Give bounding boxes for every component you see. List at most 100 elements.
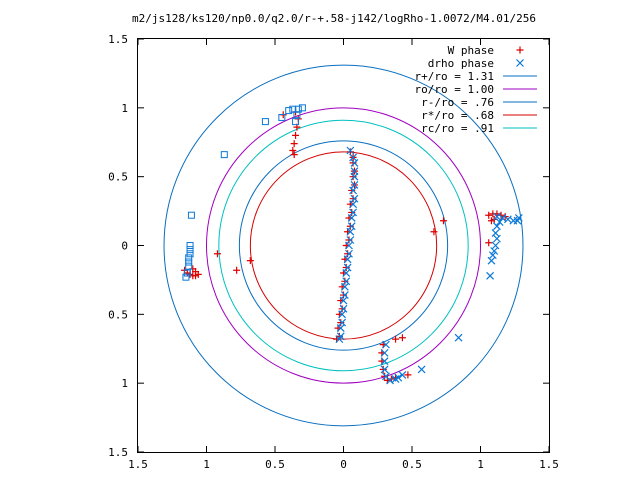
circle-rc/ro = .91 — [218, 119, 469, 372]
marker-point — [292, 118, 300, 126]
W phase-point — [348, 208, 356, 216]
marker-point — [187, 211, 195, 219]
W phase-point — [290, 140, 298, 148]
x-tick-labels: 1.5 1 0.5 0 0.5 1 1.5 — [128, 458, 559, 471]
legend-label: drho phase — [428, 57, 494, 70]
x-tick-label: 0.5 — [265, 458, 285, 471]
marker-point — [185, 254, 193, 262]
drho phase-point — [347, 222, 356, 231]
axis-ticks — [137, 38, 550, 453]
marker-point — [278, 113, 286, 121]
drho phase-point — [382, 340, 390, 349]
legend-label: rc/ro = .91 — [421, 122, 494, 135]
W phase-point — [440, 217, 448, 225]
legend-marker — [516, 59, 524, 67]
legend-label: r+/ro = 1.31 — [415, 70, 494, 83]
legend-label: W phase — [448, 44, 494, 57]
drho phase-point — [343, 263, 352, 272]
W phase-point — [485, 239, 493, 247]
marker-point — [289, 105, 297, 113]
drho phase-point — [514, 214, 523, 222]
drho phase-point — [417, 365, 426, 374]
drho phase-point — [454, 333, 463, 342]
drho phase-point — [336, 332, 345, 341]
reference-circles — [163, 64, 524, 427]
y-tick-label: 1.5 — [108, 446, 128, 459]
marker-point — [183, 269, 191, 277]
x-tick-label: 0.5 — [402, 458, 422, 471]
y-tick-label: 1 — [121, 102, 128, 115]
W phase-point — [290, 151, 298, 159]
x-tick-label: 0 — [340, 458, 347, 471]
drho phase-point — [487, 256, 496, 265]
W phase-point — [246, 257, 254, 265]
drho phase-point — [398, 370, 407, 379]
marker-point — [261, 118, 269, 126]
drho phase-point — [380, 357, 389, 366]
W phase-point — [381, 372, 389, 380]
marker-point — [285, 107, 293, 115]
W phase-point — [213, 250, 221, 258]
drho phase-point — [493, 222, 501, 231]
marker-point — [220, 151, 228, 159]
plot-frame — [137, 38, 550, 453]
W phase-point — [340, 291, 347, 299]
W phase-point — [345, 236, 353, 244]
legend-label: r*/ro = .68 — [421, 109, 494, 122]
W phase-point — [349, 195, 357, 203]
marker-point — [186, 242, 194, 249]
circle-ro/ro = 1.00 — [206, 107, 481, 384]
W phase-point — [398, 334, 406, 342]
marker-point — [298, 104, 306, 112]
drho phase-point — [350, 181, 359, 189]
drho phase-point — [339, 304, 348, 313]
W phase-point — [349, 173, 357, 181]
W phase-point — [338, 305, 346, 313]
y-tick-labels: 1.5 1 0.5 0 0.5 1 1.5 — [108, 33, 128, 459]
drho phase-point — [340, 291, 349, 299]
y-tick-label: 1.5 — [108, 33, 128, 46]
W phase-point — [344, 250, 352, 258]
W phase-point — [337, 319, 345, 327]
W phase-point — [379, 365, 387, 373]
x-tick-label: 1.5 — [128, 458, 148, 471]
circle-r+/ro = 1.31 — [163, 64, 524, 427]
legend-label: r-/ro = .76 — [421, 96, 494, 109]
W phase-point — [341, 277, 349, 285]
drho phase-point — [493, 234, 501, 243]
drho phase-point — [380, 365, 389, 374]
marker-point — [293, 111, 301, 119]
W phase-point — [487, 217, 495, 225]
drho phase-point — [346, 236, 355, 244]
marker-point — [186, 250, 194, 258]
x-tick-label: 1.5 — [539, 458, 559, 471]
W phase-point — [485, 211, 493, 219]
drho phase-point — [350, 194, 359, 203]
drho phase-point — [349, 153, 358, 162]
legend-marker — [516, 46, 524, 54]
drho phase-point — [380, 348, 389, 357]
drho phase-point — [345, 249, 353, 258]
W phase-point — [404, 371, 412, 379]
W phase-point — [289, 147, 297, 155]
W phase-point — [346, 222, 354, 230]
drho phase-point — [346, 146, 355, 155]
marker-point — [186, 246, 194, 254]
circle-r-/ro = .76 — [238, 140, 449, 351]
W phase-point — [430, 228, 438, 236]
x-tick-label: 1 — [203, 458, 210, 471]
W phase-point — [233, 266, 241, 274]
W phase-point — [342, 264, 350, 272]
y-tick-label: 0 — [121, 240, 128, 253]
y-tick-label: 0.5 — [108, 308, 128, 321]
legend-label: ro/ro = 1.00 — [415, 83, 494, 96]
drho phase-point — [495, 218, 504, 227]
marker-point — [182, 273, 190, 281]
chart-title: m2/js128/ks120/np0.0/q2.0/r-+.58-j142/lo… — [132, 12, 536, 25]
y-tick-label: 0.5 — [108, 171, 128, 184]
marker-point — [185, 262, 193, 270]
drho phase-point — [394, 373, 403, 382]
drho phase-point — [349, 208, 358, 217]
